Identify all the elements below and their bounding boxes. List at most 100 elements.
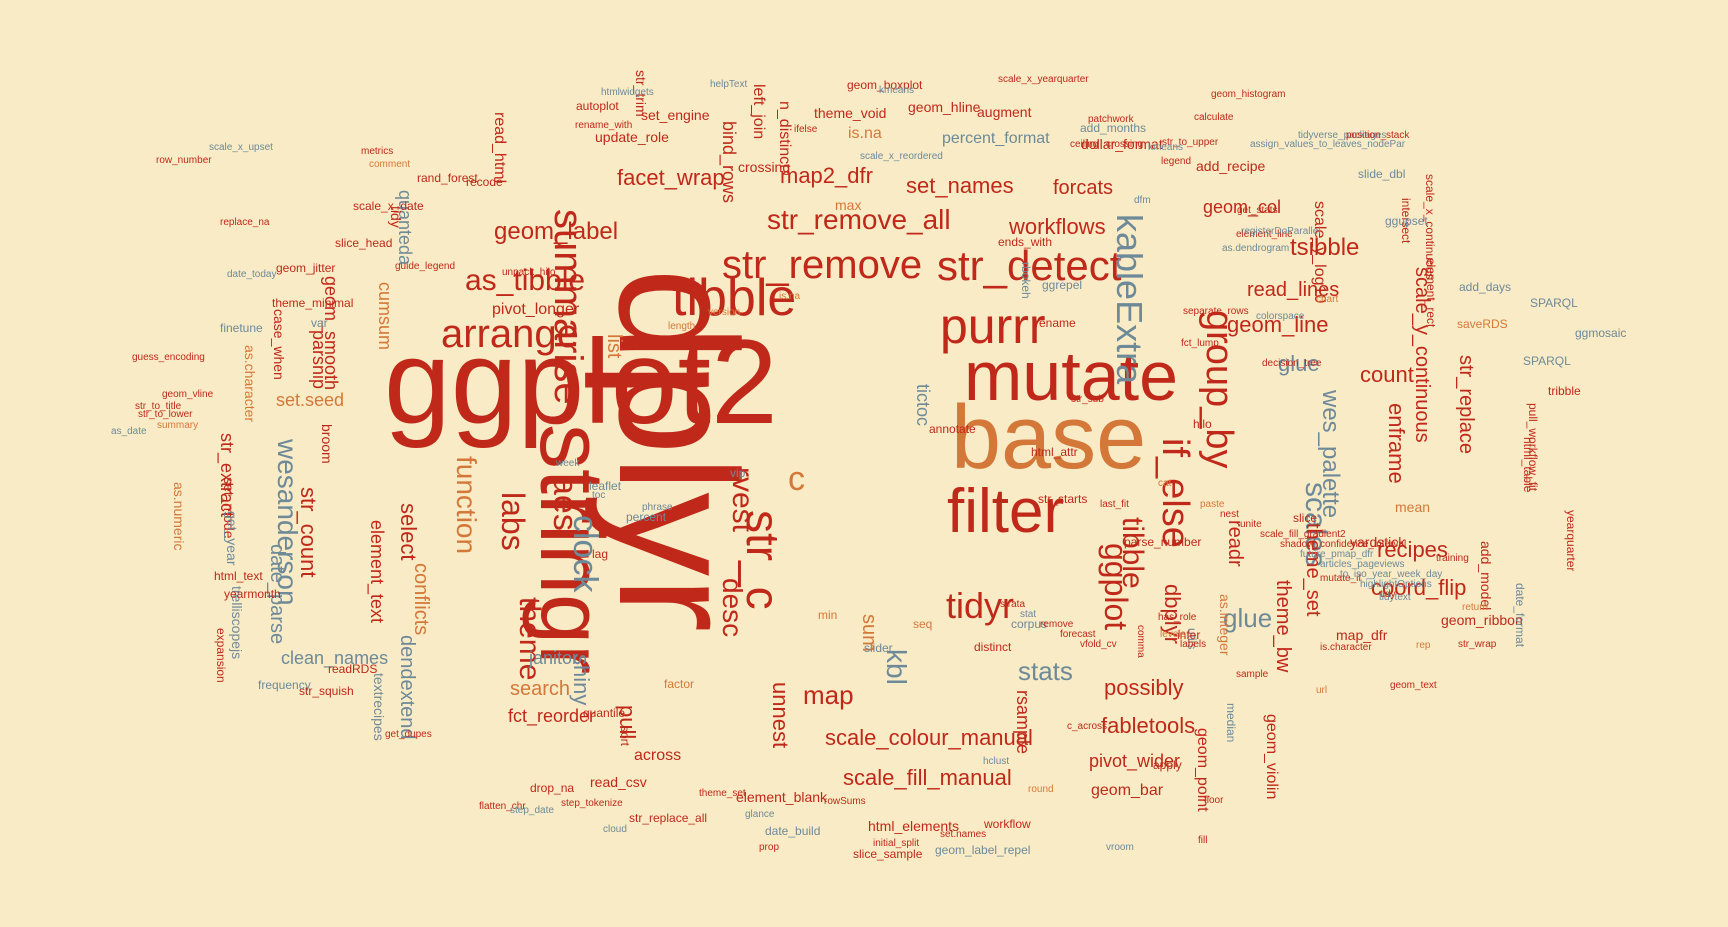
cloud-word: slide_dbl	[1358, 167, 1406, 181]
cloud-word: read_html	[491, 112, 508, 184]
cloud-word: enframe	[1384, 403, 1409, 484]
cloud-word: str_remove_all	[767, 204, 951, 235]
cloud-word: desc	[717, 578, 748, 638]
cloud-word: frequency	[258, 678, 311, 692]
cloud-word: assign_values_to_leaves_nodePar	[1250, 139, 1406, 150]
cloud-word: patchwork	[1088, 114, 1134, 125]
cloud-word: fill	[1198, 835, 1208, 846]
cloud-word: map2_dfr	[780, 163, 873, 188]
cloud-word: workflows	[1009, 214, 1106, 239]
cloud-word: as_tibble	[465, 264, 586, 297]
cloud-word: geom_jitter	[276, 261, 336, 275]
cloud-word: facet_wrap	[617, 165, 725, 190]
cloud-word: add_model	[1478, 541, 1494, 611]
cloud-word: scale_x_upset	[209, 142, 273, 153]
cloud-word: clean_names	[281, 648, 389, 668]
cloud-word: geom_col	[1203, 197, 1282, 217]
cloud-word: strata	[1000, 599, 1026, 610]
cloud-word: summary	[157, 420, 199, 431]
cloud-word: last_fit	[1100, 499, 1129, 510]
cloud-word: function	[451, 456, 482, 555]
cloud-word: recipes	[1377, 537, 1448, 562]
cloud-word: ceiling	[1070, 139, 1099, 150]
cloud-word: str_squish	[299, 684, 354, 698]
cloud-word: labs	[495, 492, 531, 551]
cloud-word: update_role	[595, 129, 669, 145]
cloud-word: max	[835, 197, 862, 213]
cloud-word: seq	[913, 617, 933, 631]
cloud-word: str_to_upper	[1162, 137, 1219, 148]
cloud-word: select	[396, 503, 421, 561]
cloud-word: colorspace	[1256, 311, 1305, 322]
cloud-word: mutate_if	[1320, 573, 1362, 584]
cloud-word: theme_minimal	[272, 296, 354, 310]
cloud-word: comma	[1135, 625, 1146, 658]
cloud-word: expansion	[214, 628, 228, 683]
cloud-word: articles_pageviews	[1320, 559, 1405, 570]
cloud-word: fct_reorder	[508, 706, 596, 726]
cloud-word: slider	[864, 641, 893, 655]
cloud-word: list	[603, 334, 625, 359]
cloud-word: element_line	[1236, 229, 1293, 240]
cloud-word: as.character	[242, 345, 258, 423]
cloud-word: recode	[466, 175, 503, 189]
cloud-word: c	[788, 460, 805, 498]
cloud-word: unite	[1240, 519, 1262, 530]
cloud-word: get_stats	[1237, 205, 1278, 216]
cloud-word: toc	[592, 490, 606, 501]
cloud-word: pivot_longer	[492, 301, 580, 318]
cloud-word: str_starts	[1038, 492, 1088, 506]
cloud-word: geom_hline	[908, 99, 981, 115]
cloud-word: unnest	[768, 682, 793, 749]
cloud-word: fabletools	[1101, 713, 1196, 738]
cloud-word: has_role	[1158, 612, 1197, 623]
cloud-word: textrecipes	[371, 673, 387, 741]
cloud-word: as.integer	[1217, 594, 1233, 656]
cloud-word: shadow_confidence_interval	[1280, 539, 1407, 550]
cloud-word: flatten_chr	[479, 801, 526, 812]
cloud-word: tidyr	[946, 585, 1015, 626]
cloud-word: cat	[1158, 478, 1172, 489]
cloud-word: c_across	[1067, 721, 1108, 732]
cloud-word: version	[708, 307, 741, 318]
cloud-word: var	[311, 316, 328, 330]
cloud-word: read_lines	[1247, 279, 1340, 301]
cloud-word: vfold_cv	[1080, 639, 1117, 650]
cloud-word: floor	[1204, 795, 1224, 806]
cloud-word: comment	[369, 159, 411, 170]
cloud-word: yardstick	[1350, 534, 1406, 550]
cloud-word: geom_boxplot	[847, 78, 923, 92]
cloud-word: janitor	[529, 648, 579, 668]
cloud-word: crossing	[738, 159, 791, 175]
cloud-word: tictoc	[913, 384, 933, 427]
cloud-word: ends_with	[998, 235, 1053, 249]
cloud-word: arrange	[441, 312, 579, 356]
cloud-word: str_remove	[722, 243, 923, 287]
cloud-word: scale_x_date	[353, 199, 424, 213]
cloud-word: set.names	[940, 829, 987, 840]
cloud-word: phrase	[642, 502, 673, 513]
cloud-word: percent_format	[942, 130, 1050, 147]
cloud-word: scale_x_yearquarter	[998, 74, 1089, 85]
cloud-word: as.numeric	[171, 482, 187, 551]
cloud-word: median	[1224, 703, 1238, 743]
cloud-word: left_join	[750, 84, 767, 140]
cloud-word: row_number	[156, 155, 212, 166]
cloud-word: calculate	[1194, 112, 1234, 123]
cloud-word: scale_x_reordered	[860, 151, 943, 162]
cloud-word: SPARQL	[1530, 296, 1578, 310]
cloud-word: ggplot2	[384, 315, 778, 449]
cloud-word: length	[668, 321, 696, 332]
cloud-word: dfm	[1134, 195, 1151, 206]
cloud-word: theme_bw	[1272, 580, 1294, 673]
cloud-word: prop	[759, 842, 780, 853]
cloud-word: corpus	[1011, 617, 1048, 631]
cloud-word: scale_fill_gradient2	[1260, 529, 1346, 540]
cloud-word: finetune	[220, 321, 263, 335]
cloud-word: stats	[1018, 656, 1073, 686]
cloud-word: rowSums	[824, 796, 866, 807]
cloud-word: remove	[1040, 619, 1074, 630]
cloud-word: add_recipe	[1196, 158, 1266, 174]
cloud-word: vip	[730, 466, 746, 480]
cloud-word: lag	[592, 547, 609, 561]
